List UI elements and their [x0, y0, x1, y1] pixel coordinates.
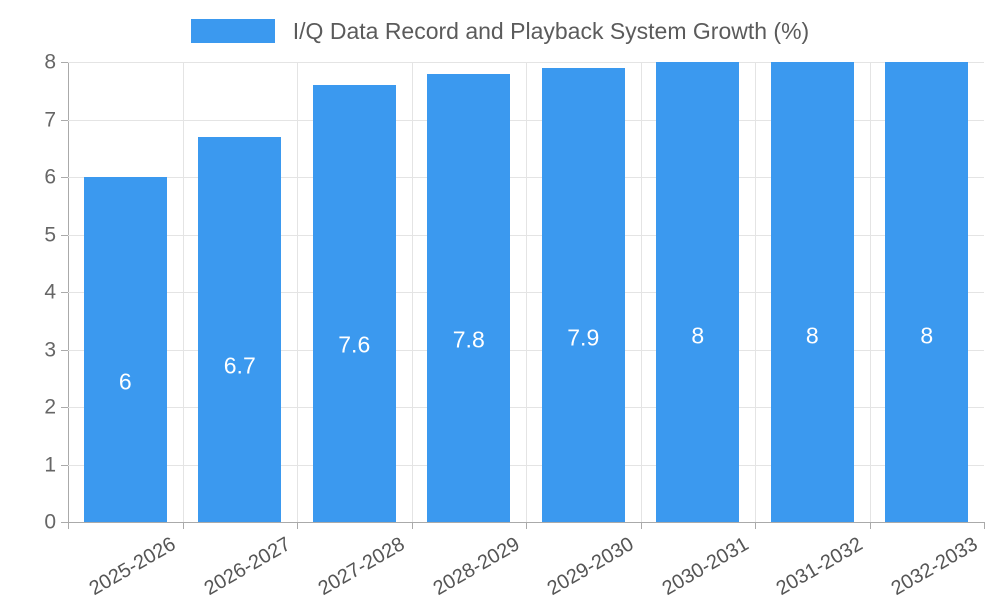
- vertical-gridline: [412, 62, 413, 522]
- x-axis-tick-label: 2032-2033: [887, 533, 982, 600]
- y-axis-tick-label: 5: [44, 223, 56, 246]
- vertical-gridline: [183, 62, 184, 522]
- bar-value-label: 7.6: [338, 331, 371, 358]
- bar-value-label: 7.9: [567, 324, 600, 351]
- vertical-gridline: [297, 62, 298, 522]
- bar-value-label: 8: [920, 322, 934, 349]
- x-axis-tick-label: 2029-2030: [543, 533, 638, 600]
- bar[interactable]: [198, 136, 282, 522]
- y-axis-tick-mark: [61, 349, 68, 351]
- x-axis-tick-mark: [412, 522, 413, 529]
- legend-color-swatch[interactable]: [190, 19, 275, 43]
- bar-value-label: 8: [691, 322, 705, 349]
- chart-legend: I/Q Data Record and Playback System Grow…: [0, 14, 1000, 48]
- y-axis-tick-mark: [61, 62, 68, 63]
- y-axis-tick-label: 0: [44, 510, 56, 534]
- y-axis-tick-mark: [61, 407, 68, 408]
- x-axis-tick-label: 2025-2026: [85, 533, 180, 600]
- x-axis-tick-label: 2028-2029: [429, 533, 524, 600]
- y-axis-tick-mark: [61, 522, 68, 523]
- bar[interactable]: [83, 177, 167, 522]
- x-axis-tick-mark: [641, 522, 642, 529]
- y-axis-tick-label: 4: [44, 280, 56, 304]
- vertical-gridline: [526, 62, 527, 522]
- bar[interactable]: [885, 62, 969, 522]
- x-axis-tick-mark: [183, 522, 184, 529]
- x-axis-tick-mark: [526, 522, 527, 529]
- bar-value-label: 7.8: [452, 326, 485, 353]
- bar[interactable]: [656, 62, 740, 522]
- x-axis-tick-mark: [984, 522, 985, 529]
- bar-value-label: 6: [118, 368, 132, 395]
- legend-label[interactable]: I/Q Data Record and Playback System Grow…: [292, 17, 810, 44]
- y-axis-tick-label: 1: [44, 453, 56, 476]
- y-axis-tick-mark: [61, 177, 68, 178]
- y-axis-tick-mark: [61, 234, 68, 236]
- bar[interactable]: [427, 73, 511, 522]
- x-axis-tick-mark: [68, 522, 69, 529]
- bar[interactable]: [770, 62, 854, 522]
- plot-area: 6 6.7 7.6 7.8 7.9 8 8 8: [68, 62, 984, 523]
- y-axis-tick-label: 2: [44, 395, 56, 419]
- y-axis-tick-label: 7: [44, 108, 56, 131]
- y-axis-tick-mark: [61, 464, 68, 466]
- x-axis-tick-mark: [870, 522, 871, 529]
- y-axis-tick-label: 8: [44, 50, 56, 74]
- bar[interactable]: [312, 85, 396, 522]
- bar[interactable]: [541, 67, 625, 522]
- y-axis-tick-mark: [61, 292, 68, 293]
- x-axis-tick-label: 2026-2027: [200, 533, 295, 600]
- y-axis-tick-label: 6: [44, 165, 56, 189]
- vertical-gridline: [755, 62, 756, 522]
- x-axis-tick-mark: [755, 522, 756, 529]
- y-axis-tick-label: 3: [44, 338, 56, 361]
- gridline: [68, 522, 984, 523]
- vertical-gridline: [870, 62, 871, 522]
- x-axis-tick-label: 2027-2028: [314, 533, 409, 600]
- x-axis-tick-label: 2031-2032: [772, 533, 867, 600]
- x-axis-tick-label: 2030-2031: [658, 533, 753, 600]
- y-axis-tick-mark: [61, 119, 68, 121]
- x-axis-tick-mark: [297, 522, 298, 529]
- vertical-gridline: [641, 62, 642, 522]
- bar-value-label: 6.7: [223, 352, 256, 379]
- bar-value-label: 8: [805, 322, 819, 349]
